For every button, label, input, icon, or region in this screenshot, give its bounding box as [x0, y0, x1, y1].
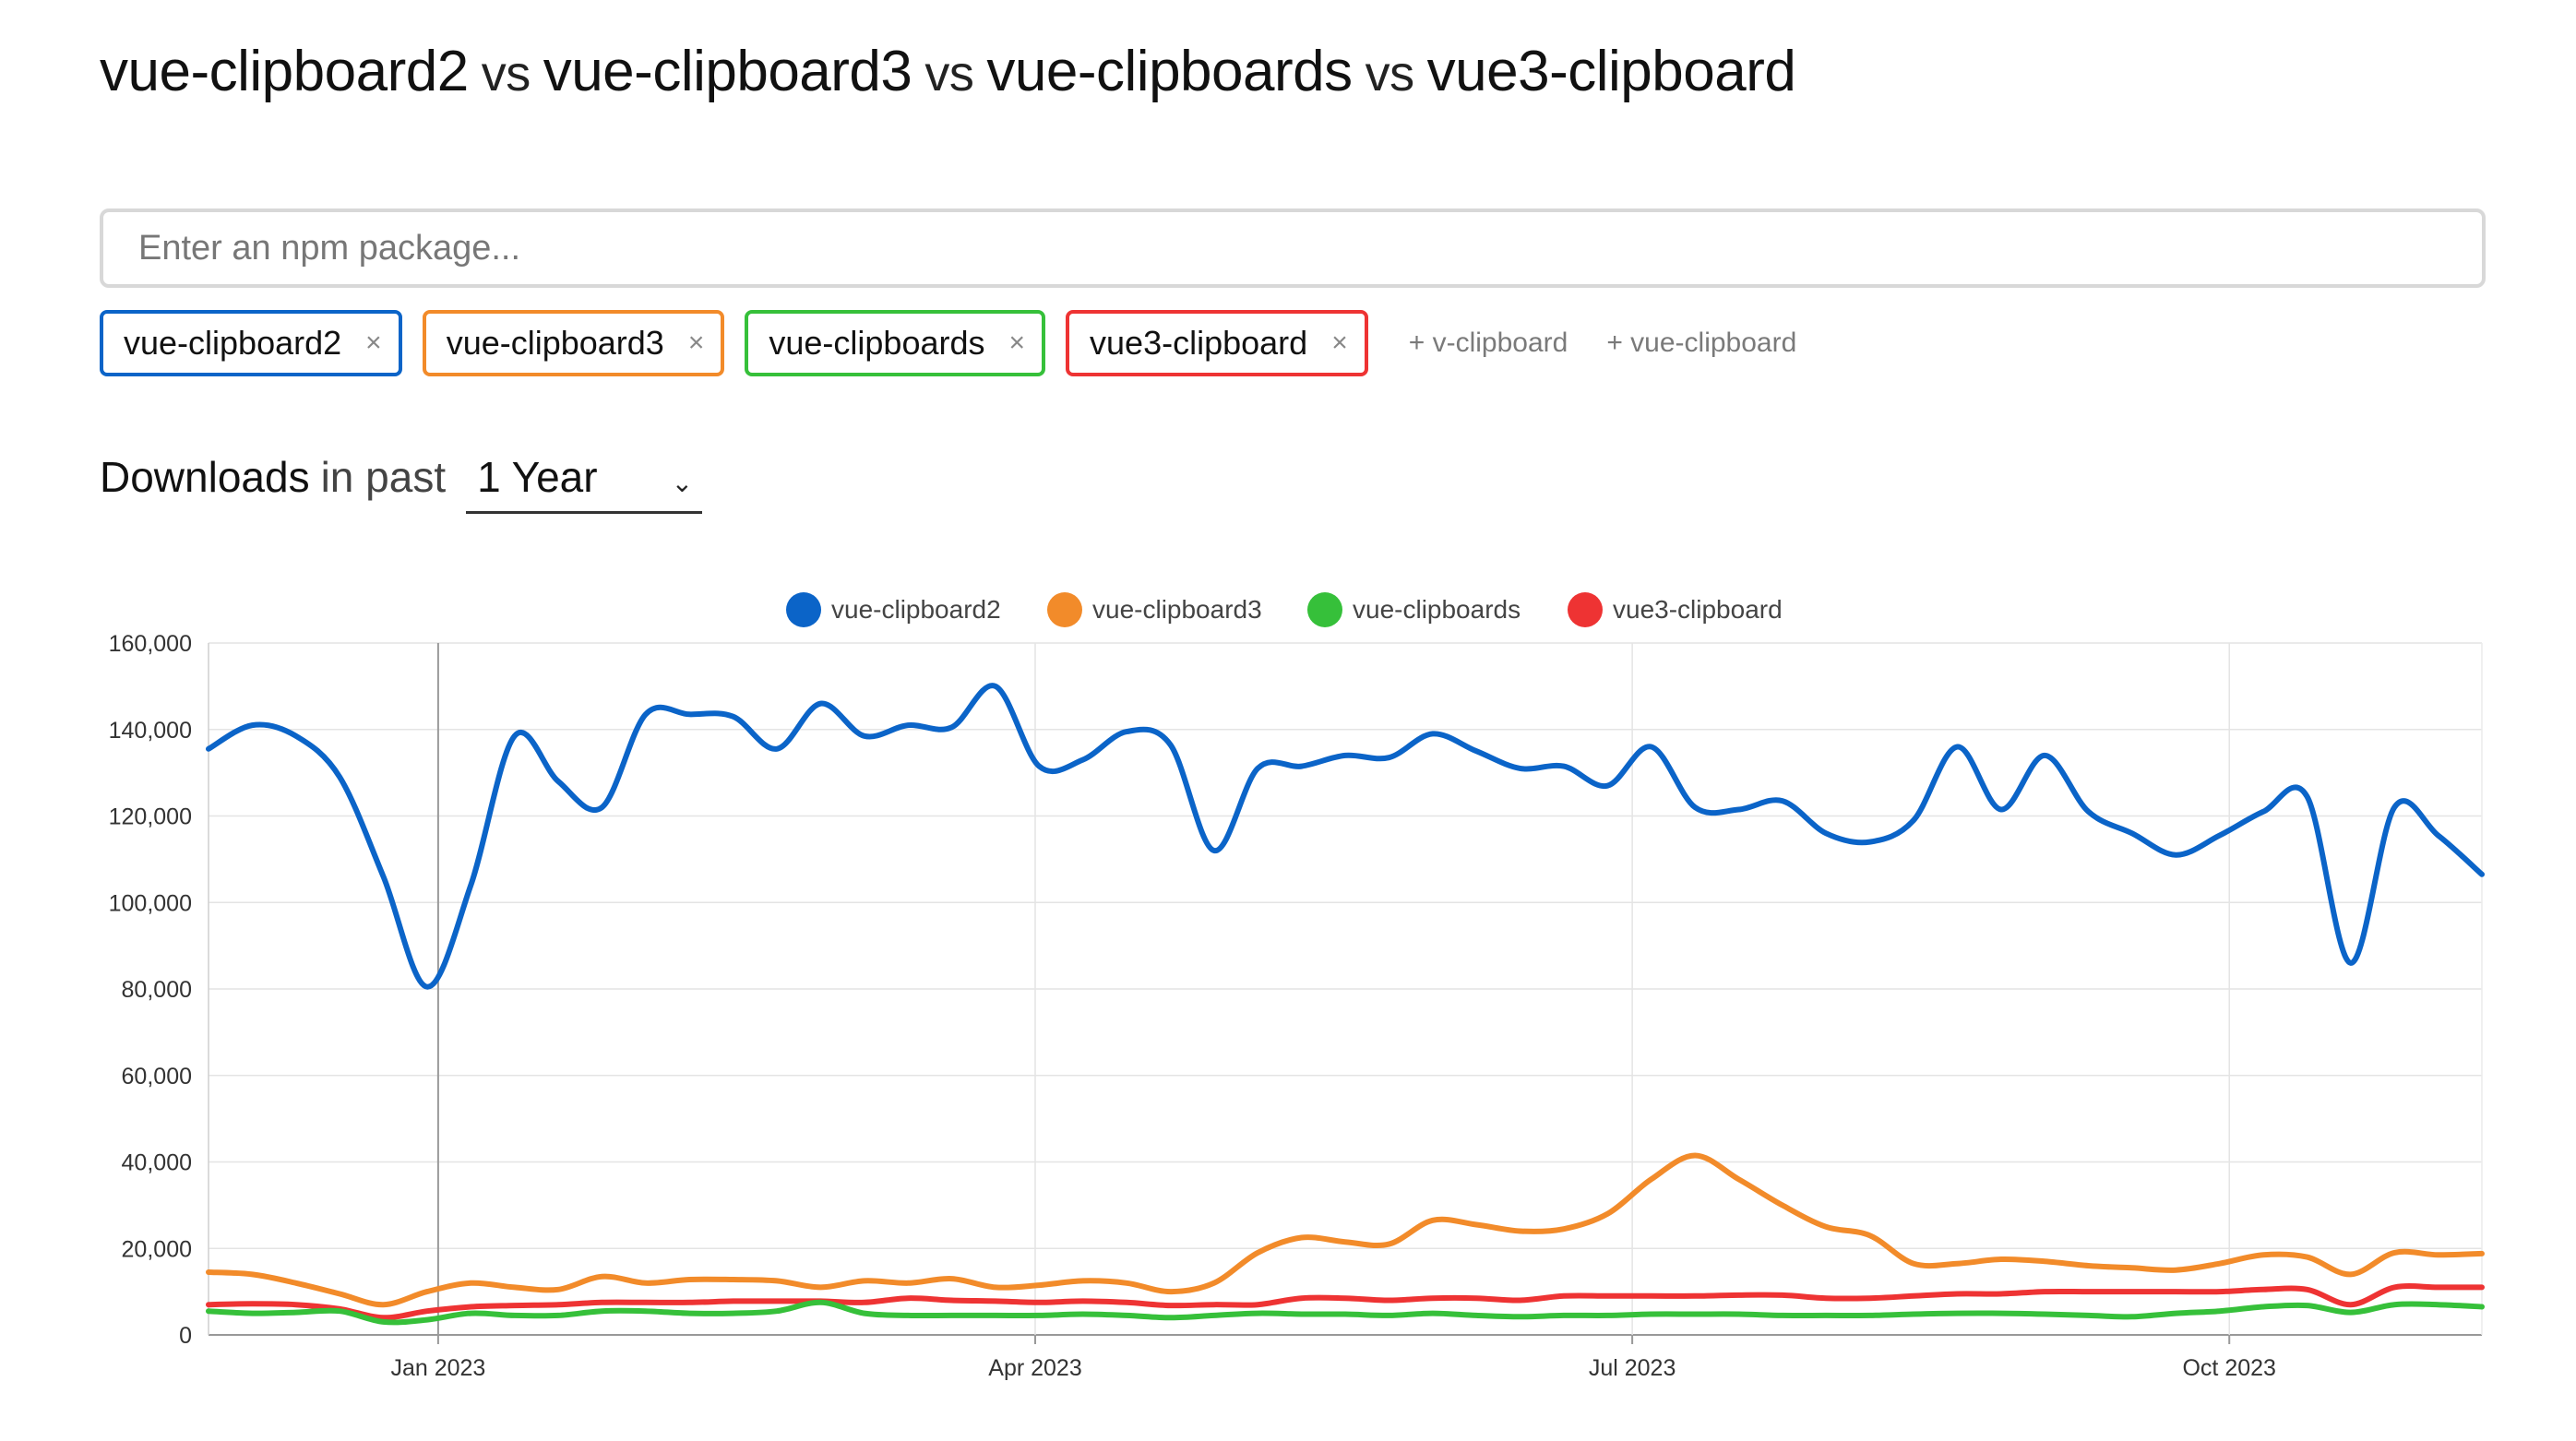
period-select[interactable]: 1 Year ⌄: [466, 452, 703, 514]
downloads-chart: vue-clipboard2 vue-clipboard3 vue-clipboar…: [109, 592, 2485, 1381]
chip-label: vue-clipboards: [769, 324, 985, 362]
x-tick-label: Apr 2023: [988, 1355, 1081, 1381]
legend-swatch-vue-clipboards: [1307, 592, 1342, 627]
series-line-vue3-clipboard: [206, 1283, 2485, 1321]
chip-label: vue3-clipboard: [1090, 324, 1308, 362]
downloads-heading: Downloads in past 1 Year ⌄: [100, 452, 703, 514]
remove-chip-icon[interactable]: ×: [1331, 328, 1348, 358]
chart-legend: vue-clipboard2 vue-clipboard3 vue-clipboar…: [786, 592, 1783, 627]
chip-label: vue-clipboard3: [446, 324, 664, 362]
legend-label-vue-clipboard2: vue-clipboard2: [831, 595, 1001, 624]
series-line-vue-clipboards: [206, 1299, 2485, 1326]
y-tick-label: 100,000: [109, 890, 192, 916]
chip-vue-clipboard2[interactable]: vue-clipboard2 ×: [100, 310, 402, 376]
chevron-down-icon: ⌄: [671, 469, 694, 497]
x-tick-label: Jul 2023: [1589, 1355, 1676, 1381]
x-tick-label: Jan 2023: [390, 1355, 485, 1381]
suggestion-v-clipboard[interactable]: + v-clipboard: [1408, 328, 1568, 358]
series-line-vue-clipboard2: [206, 683, 2485, 990]
title-separator: vs: [924, 46, 974, 101]
title-package-4: vue3-clipboard: [1426, 40, 1796, 103]
y-tick-label: 40,000: [122, 1150, 192, 1176]
legend-label-vue3-clipboard: vue3-clipboard: [1613, 595, 1783, 624]
y-tick-label: 140,000: [109, 718, 192, 744]
in-past-label: in past: [320, 453, 447, 501]
package-chips: vue-clipboard2 × vue-clipboard3 × vue-cl…: [100, 310, 1815, 376]
chip-vue-clipboards[interactable]: vue-clipboards ×: [745, 310, 1046, 376]
title-separator: vs: [481, 46, 531, 101]
title-package-3: vue-clipboards: [986, 40, 1353, 103]
suggestion-vue-clipboard[interactable]: + vue-clipboard: [1606, 328, 1797, 358]
chart-axes: 0 20,000 40,000 60,000 80,000 100,000 120,000 1…: [109, 631, 2276, 1381]
chip-label: vue-clipboard2: [124, 324, 342, 362]
title-separator: vs: [1365, 46, 1415, 101]
chart-grid: [208, 642, 2483, 1344]
page-title: vue-clipboard2 vs vue-clipboard3 vs vue-clip…: [100, 35, 1796, 111]
title-package-1: vue-clipboard2: [100, 40, 469, 103]
legend-label-vue-clipboards: vue-clipboards: [1353, 595, 1521, 624]
legend-label-vue-clipboard3: vue-clipboard3: [1092, 595, 1262, 624]
legend-swatch-vue-clipboard3: [1047, 592, 1082, 627]
remove-chip-icon[interactable]: ×: [687, 328, 705, 358]
chip-vue-clipboard3[interactable]: vue-clipboard3 ×: [422, 310, 725, 376]
legend-swatch-vue-clipboard2: [786, 592, 821, 627]
series-line-vue-clipboard3: [206, 1152, 2485, 1308]
downloads-label: Downloads: [100, 453, 310, 501]
y-tick-label: 0: [179, 1323, 192, 1349]
chart-series: [206, 683, 2485, 1326]
title-package-2: vue-clipboard3: [543, 40, 912, 103]
y-tick-label: 60,000: [122, 1064, 192, 1090]
y-tick-label: 160,000: [109, 631, 192, 657]
package-search-input[interactable]: [100, 208, 2486, 288]
remove-chip-icon[interactable]: ×: [365, 328, 382, 358]
y-tick-label: 20,000: [122, 1236, 192, 1262]
y-tick-label: 120,000: [109, 804, 192, 830]
legend-swatch-vue3-clipboard: [1568, 592, 1603, 627]
chip-vue3-clipboard[interactable]: vue3-clipboard ×: [1066, 310, 1368, 376]
x-tick-label: Oct 2023: [2182, 1355, 2275, 1381]
y-tick-label: 80,000: [122, 977, 192, 1003]
remove-chip-icon[interactable]: ×: [1008, 328, 1026, 358]
period-value: 1 Year: [477, 453, 598, 501]
